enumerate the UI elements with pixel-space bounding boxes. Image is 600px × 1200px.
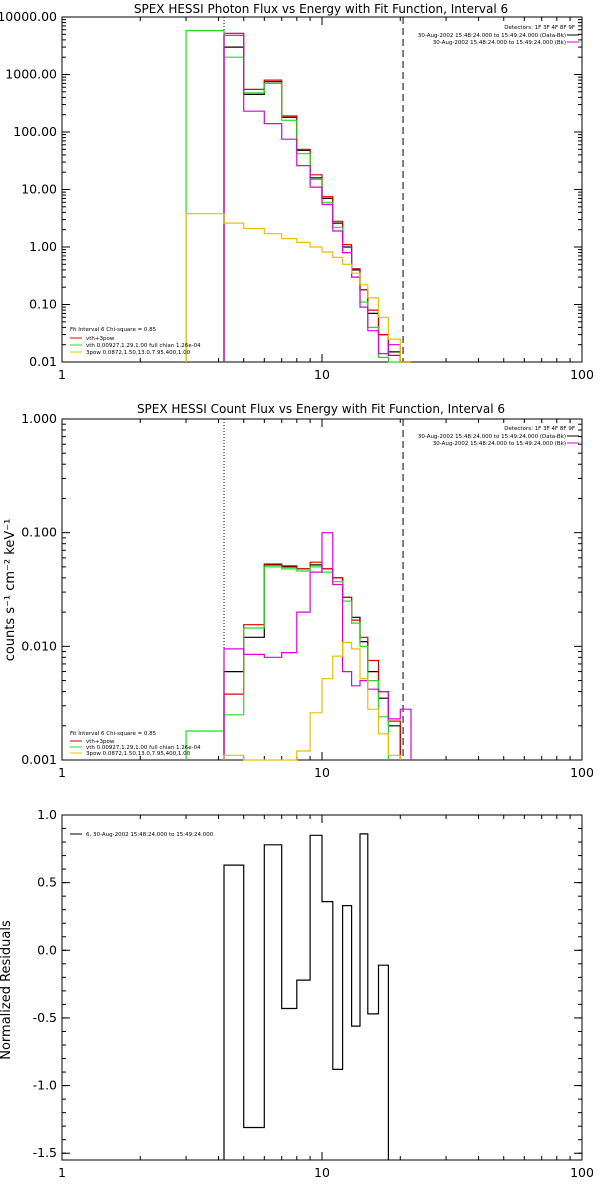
count-legend: Fit Interval 6 Chi-square = 0.85 vth+3po… bbox=[70, 731, 201, 757]
count-legend-title: Fit Interval 6 Chi-square = 0.85 bbox=[70, 731, 157, 737]
count-y-axis-label: counts s⁻¹ cm⁻² keV⁻¹ bbox=[3, 519, 18, 662]
y-tick-label: -0.5 bbox=[33, 1010, 57, 1025]
magenta-series-line bbox=[223, 34, 411, 363]
x-tick-label: 100 bbox=[570, 765, 594, 780]
red-series-line bbox=[223, 32, 411, 363]
black-series-line bbox=[223, 833, 389, 1160]
yellow-series-line bbox=[223, 641, 401, 761]
y-tick-label: 10.00 bbox=[21, 182, 57, 197]
x-tick-label: 10 bbox=[314, 1165, 330, 1180]
y-tick-label: 0.0 bbox=[37, 942, 57, 957]
y-tick-label: 1.00 bbox=[29, 239, 57, 254]
residuals-legend: 6, 30-Aug-2002 15:48:24.000 to 15:49:24.… bbox=[70, 832, 214, 838]
x-tick-label: 100 bbox=[570, 1165, 594, 1180]
photon-series bbox=[185, 30, 411, 363]
photon-legend: Fit Interval 6 Chi-square = 0.85 vth+3po… bbox=[70, 327, 201, 356]
count-data-bk-label: 30-Aug-2002 15:48:24.000 to 15:49:24.000… bbox=[418, 434, 566, 440]
yellow-series-line bbox=[185, 213, 411, 363]
x-tick-label: 1 bbox=[58, 765, 66, 780]
y-tick-label: 1.000 bbox=[21, 411, 57, 426]
y-tick-label: 0.001 bbox=[21, 752, 57, 767]
count-vlines bbox=[223, 419, 404, 760]
residuals-axes: 1 10 100 1.0 0.5 0.0 -0.5 -1.0 -1.5 bbox=[33, 807, 594, 1180]
photon-flux-panel: SPEX HESSI Photon Flux vs Energy with Fi… bbox=[0, 2, 594, 382]
photon-data-bk-label: 30-Aug-2002 15:48:24.000 to 15:49:24.000… bbox=[418, 33, 566, 39]
x-tick-label: 100 bbox=[570, 367, 594, 382]
residuals-series bbox=[223, 833, 389, 1160]
y-tick-label: 100.00 bbox=[13, 124, 57, 139]
count-series bbox=[185, 532, 412, 761]
photon-legend-yellow: 3pow 0.0872,1.50,13.0,7.95,400,1.00 bbox=[86, 350, 191, 356]
x-tick-label: 1 bbox=[58, 1165, 66, 1180]
residuals-y-axis-label: Normalized Residuals bbox=[0, 920, 14, 1060]
y-tick-label: 0.010 bbox=[21, 638, 57, 653]
count-detectors-label: Detectors: 1F 3F 4F 8F 9F bbox=[504, 426, 575, 432]
count-legend-green: vth 0.00927,1.29,1.00 full chian 1.26e-0… bbox=[86, 745, 201, 751]
y-tick-label: 0.5 bbox=[37, 875, 57, 890]
photon-axes: 1 10 100 10000.00 1000.00 100.00 10.00 1.00 0.10… bbox=[0, 9, 594, 382]
red-series-line bbox=[223, 561, 401, 760]
photon-chart-title: SPEX HESSI Photon Flux vs Energy with Fi… bbox=[134, 2, 508, 16]
residuals-legend-label: 6, 30-Aug-2002 15:48:24.000 to 15:49:24.… bbox=[86, 832, 214, 838]
x-tick-label: 1 bbox=[58, 367, 66, 382]
y-tick-label: 0.10 bbox=[29, 297, 57, 312]
y-tick-label: 1.0 bbox=[37, 807, 57, 822]
y-tick-label: 1000.00 bbox=[5, 67, 57, 82]
photon-detectors-label: Detectors: 1F 3F 4F 8F 9F bbox=[504, 25, 575, 31]
count-axes: 1 10 100 1.000 0.100 0.010 0.001 bbox=[21, 411, 594, 780]
count-legend-red: vth+3pow bbox=[86, 739, 115, 745]
magenta-series-line bbox=[223, 532, 412, 760]
black-series-line bbox=[223, 564, 401, 760]
photon-header: Detectors: 1F 3F 4F 8F 9F 30-Aug-2002 15… bbox=[418, 25, 579, 46]
y-tick-label: 10000.00 bbox=[0, 9, 57, 24]
x-tick-label: 10 bbox=[314, 765, 330, 780]
x-tick-label: 10 bbox=[314, 367, 330, 382]
photon-legend-title: Fit Interval 6 Chi-square = 0.85 bbox=[70, 327, 157, 333]
count-header: Detectors: 1F 3F 4F 8F 9F 30-Aug-2002 15… bbox=[418, 426, 579, 447]
y-tick-label: -1.5 bbox=[33, 1145, 57, 1160]
count-legend-yellow: 3pow 0.0872,1.50,13.0,7.95,400,1.00 bbox=[86, 751, 191, 757]
y-tick-label: 0.100 bbox=[21, 525, 57, 540]
count-bk-label: 30-Aug-2002 15:48:24.000 to 15:49:24.000… bbox=[433, 441, 566, 447]
y-tick-label: -1.0 bbox=[33, 1078, 57, 1093]
green-series-line bbox=[185, 566, 389, 760]
photon-legend-red: vth+3pow bbox=[86, 336, 115, 342]
photon-legend-green: vth 0.00927,1.29,1.00 full chian 1.26e-0… bbox=[86, 343, 201, 349]
y-tick-label: 0.01 bbox=[29, 354, 57, 369]
count-chart-title: SPEX HESSI Count Flux vs Energy with Fit… bbox=[137, 402, 505, 416]
black-series-line bbox=[223, 46, 411, 363]
count-flux-panel: SPEX HESSI Count Flux vs Energy with Fit… bbox=[3, 402, 594, 780]
photon-bk-label: 30-Aug-2002 15:48:24.000 to 15:49:24.000… bbox=[433, 40, 566, 46]
residuals-panel: Normalized Residuals 1 10 100 1.0 0.5 0.0 -0.5… bbox=[0, 807, 594, 1180]
